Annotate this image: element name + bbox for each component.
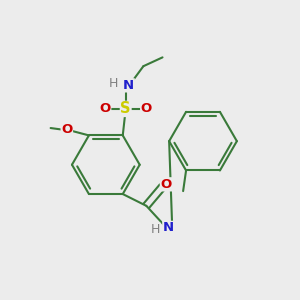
- Text: N: N: [123, 79, 134, 92]
- Text: H: H: [151, 223, 160, 236]
- Text: N: N: [163, 221, 174, 234]
- Text: H: H: [109, 77, 119, 90]
- Text: S: S: [121, 101, 131, 116]
- Text: O: O: [160, 178, 172, 191]
- Text: O: O: [100, 102, 111, 116]
- Text: O: O: [141, 102, 152, 116]
- Text: O: O: [61, 123, 72, 136]
